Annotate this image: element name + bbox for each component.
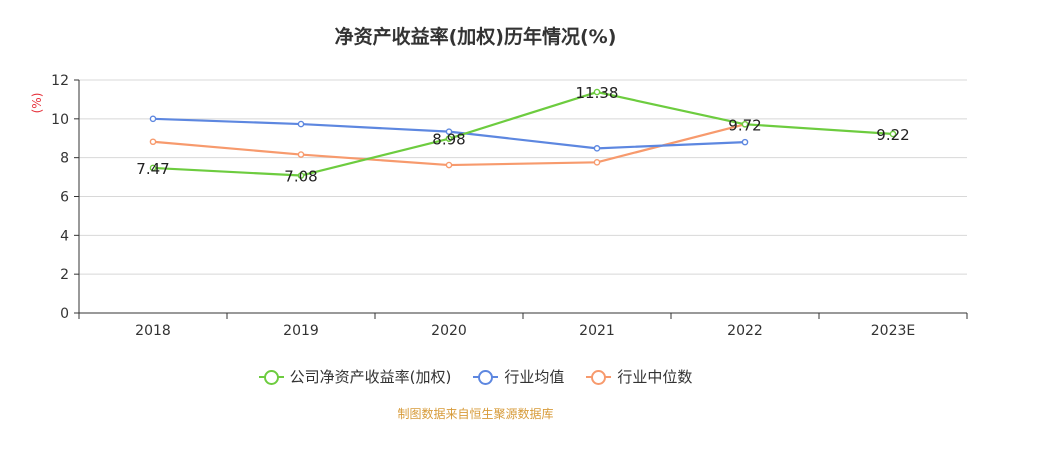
data-label: 11.38 <box>576 84 619 102</box>
data-point <box>297 151 305 158</box>
source-note: 制图数据来自恒生聚源数据库 <box>397 407 554 421</box>
legend-marker-icon <box>258 369 284 385</box>
data-point <box>741 138 749 146</box>
data-label: 9.22 <box>876 126 909 144</box>
data-point <box>741 120 749 128</box>
chart-title: 净资产收益率(加权)历年情况(%) <box>334 26 617 48</box>
legend-item[interactable]: 公司净资产收益率(加权) <box>258 366 452 387</box>
x-tick-label: 2022 <box>727 323 763 339</box>
data-point <box>445 161 453 169</box>
data-point <box>297 172 305 179</box>
data-point <box>445 135 453 142</box>
y-tick-label: 8 <box>60 151 69 167</box>
series-line <box>152 90 894 177</box>
y-axis-label: (%) <box>30 93 44 114</box>
data-label: 8.98 <box>432 131 465 149</box>
data-label: 7.08 <box>284 168 317 186</box>
data-point <box>149 164 157 172</box>
x-tick-label: 2019 <box>283 323 319 339</box>
legend-label: 行业中位数 <box>617 368 693 386</box>
x-tick-label: 2023E <box>871 323 915 339</box>
data-point <box>593 145 601 152</box>
legend-marker-icon <box>586 369 612 385</box>
data-point <box>593 88 601 96</box>
legend-item[interactable]: 行业均值 <box>473 366 564 387</box>
data-point <box>149 115 157 123</box>
data-point <box>445 128 453 135</box>
y-tick-label: 2 <box>60 267 69 283</box>
legend-label: 行业均值 <box>504 368 565 386</box>
y-tick-label: 10 <box>51 112 69 128</box>
y-tick-label: 0 <box>60 306 69 322</box>
data-label: 9.72 <box>728 116 761 134</box>
data-point <box>889 130 897 138</box>
y-tick-label: 4 <box>60 228 69 244</box>
x-tick-label: 2020 <box>431 323 467 339</box>
legend: 公司净资产收益率(加权) 行业均值 行业中位数 <box>0 366 951 387</box>
data-point <box>297 120 305 128</box>
data-point <box>149 138 157 146</box>
data-point <box>593 159 601 166</box>
y-tick-label: 6 <box>60 190 69 206</box>
x-tick-label: 2018 <box>135 323 171 339</box>
legend-label: 公司净资产收益率(加权) <box>289 368 452 386</box>
legend-item[interactable]: 行业中位数 <box>586 366 692 387</box>
y-tick-label: 12 <box>51 73 69 89</box>
x-tick-label: 2021 <box>579 323 615 339</box>
legend-marker-icon <box>473 369 499 385</box>
data-label: 7.47 <box>136 160 169 178</box>
